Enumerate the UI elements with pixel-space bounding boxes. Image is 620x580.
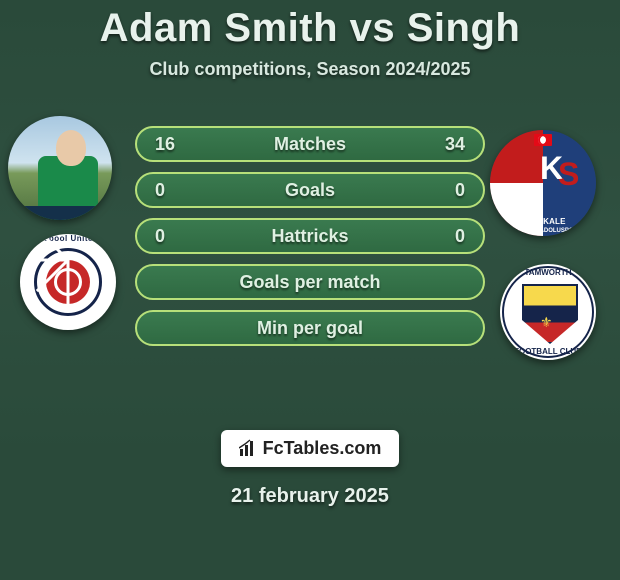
stat-label: Matches xyxy=(137,134,483,155)
date-text: 21 february 2025 xyxy=(0,485,620,508)
player-right-crest: K S KIRIKKALE BUYUK ANADOLUSPOR xyxy=(490,130,596,236)
spoke-icon xyxy=(67,260,70,304)
spoke-icon xyxy=(24,259,68,262)
stat-row-matches: 16 Matches 34 xyxy=(135,126,485,162)
stat-label: Hattricks xyxy=(137,226,483,247)
stat-label: Goals per match xyxy=(137,272,483,293)
stat-label: Min per goal xyxy=(137,318,483,339)
fleur-icon: ⚜ xyxy=(540,314,556,330)
club-right-arc2: FOOTBALL CLUB xyxy=(500,347,596,356)
stat-label: Goals xyxy=(137,180,483,201)
stat-row-goals: 0 Goals 0 xyxy=(135,172,485,208)
subtitle: Club competitions, Season 2024/2025 xyxy=(0,59,620,80)
stats-block: 16 Matches 34 0 Goals 0 0 Hattricks 0 Go… xyxy=(135,126,485,356)
bar-chart-icon xyxy=(239,439,257,457)
avatar-bar xyxy=(14,206,106,220)
stat-row-gpm: Goals per match xyxy=(135,264,485,300)
fctables-badge[interactable]: FcTables.com xyxy=(221,430,400,467)
crest-text-1: KIRIKKALE xyxy=(490,217,596,226)
stat-row-mpg: Min per goal xyxy=(135,310,485,346)
club-right-arc1: TAMWORTH xyxy=(500,268,596,277)
club-left-name: Hartlepool United FC xyxy=(20,234,116,243)
club-left-badge: Hartlepool United FC xyxy=(20,234,116,330)
crest-text-2: BUYUK ANADOLUSPOR xyxy=(490,228,596,234)
fctables-label: FcTables.com xyxy=(263,438,382,458)
flag-icon xyxy=(534,134,552,146)
crest-letter-s: S xyxy=(558,158,579,190)
stat-row-hattricks: 0 Hattricks 0 xyxy=(135,218,485,254)
club-right-badge: TAMWORTH ⚜ FOOTBALL CLUB xyxy=(500,264,596,360)
page-title: Adam Smith vs Singh xyxy=(0,6,620,51)
player-left-avatar xyxy=(8,116,112,220)
avatar-head xyxy=(56,130,86,166)
crest-mono: K S xyxy=(540,150,584,194)
